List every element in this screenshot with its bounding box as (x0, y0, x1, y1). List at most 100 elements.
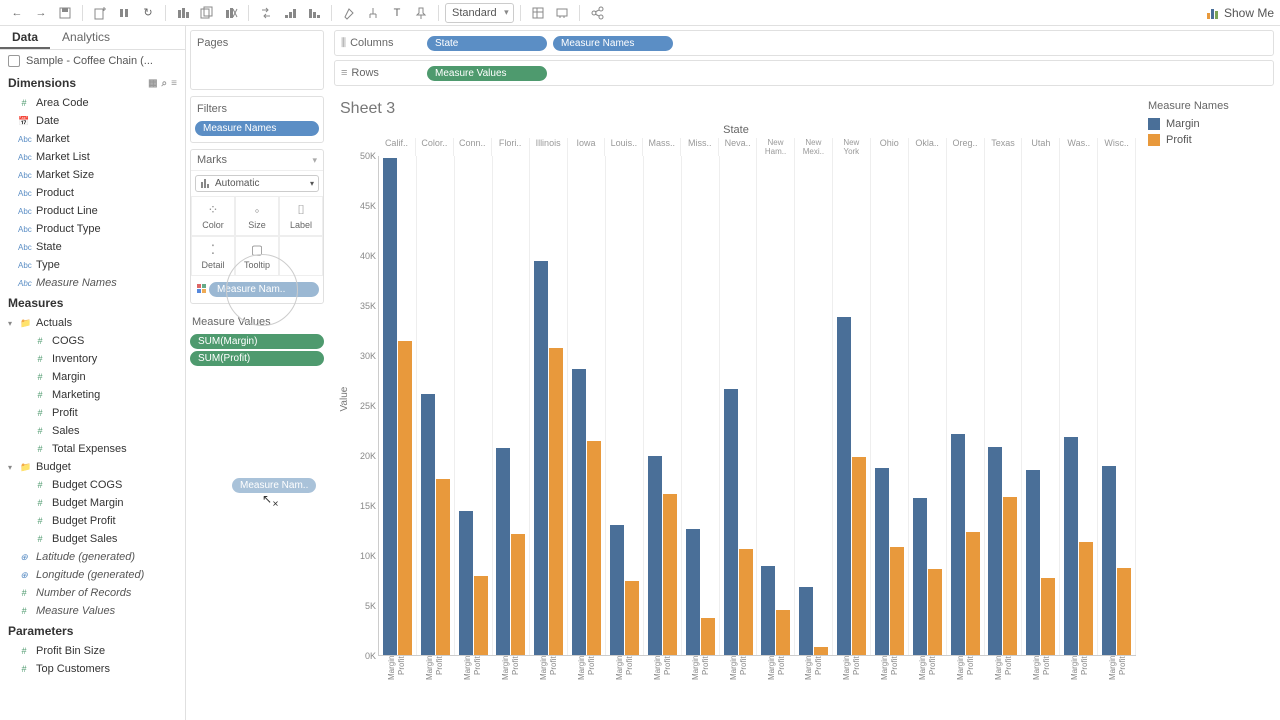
bar-margin[interactable] (572, 369, 586, 655)
legend-item[interactable]: Profit (1148, 134, 1272, 146)
generated-field[interactable]: ⊕Latitude (generated) (0, 548, 185, 566)
bar-profit[interactable] (776, 610, 790, 655)
measure-group[interactable]: ▾📁Actuals (0, 314, 185, 332)
data-tab[interactable]: Data (0, 26, 50, 49)
bar-profit[interactable] (511, 534, 525, 655)
bar-margin[interactable] (724, 389, 738, 655)
dimension-field[interactable]: AbcProduct Line (0, 202, 185, 220)
measure-field[interactable]: #Budget COGS (0, 476, 185, 494)
sheet-title[interactable]: Sheet 3 (336, 98, 1136, 124)
pause-button[interactable] (113, 2, 135, 24)
mv-pill[interactable]: SUM(Margin) (190, 334, 324, 349)
datasource-item[interactable]: Sample - Coffee Chain (... (0, 50, 185, 72)
bar-margin[interactable] (913, 498, 927, 655)
new-datasource-button[interactable] (89, 2, 111, 24)
bar-profit[interactable] (1079, 542, 1093, 655)
dimension-field[interactable]: AbcProduct (0, 184, 185, 202)
bar-profit[interactable] (549, 348, 563, 655)
bar-profit[interactable] (928, 569, 942, 655)
measure-field[interactable]: #Sales (0, 422, 185, 440)
bar-margin[interactable] (761, 566, 775, 655)
pages-shelf[interactable]: Pages (190, 30, 324, 90)
clear-sheet-button[interactable] (220, 2, 242, 24)
bar-margin[interactable] (686, 529, 700, 655)
bar-margin[interactable] (610, 525, 624, 655)
measure-field[interactable]: #COGS (0, 332, 185, 350)
bar-margin[interactable] (988, 447, 1002, 655)
sort-asc-button[interactable] (279, 2, 301, 24)
bar-margin[interactable] (951, 434, 965, 655)
show-me-button[interactable]: Show Me (1206, 6, 1274, 20)
bar-profit[interactable] (701, 618, 715, 655)
bar-profit[interactable] (398, 341, 412, 655)
bar-margin[interactable] (648, 456, 662, 655)
mark-color-pill[interactable]: Measure Nam.. (209, 282, 319, 297)
parameter-field[interactable]: #Profit Bin Size (0, 642, 185, 660)
bar-margin[interactable] (496, 448, 510, 655)
bar-profit[interactable] (1117, 568, 1131, 655)
dimension-field[interactable]: AbcType (0, 256, 185, 274)
measure-field[interactable]: #Total Expenses (0, 440, 185, 458)
bar-profit[interactable] (663, 494, 677, 655)
bar-margin[interactable] (1102, 466, 1116, 655)
plot-area[interactable] (378, 156, 1136, 656)
columns-pill[interactable]: State (427, 36, 547, 51)
bar-margin[interactable] (459, 511, 473, 655)
dimension-field[interactable]: AbcProduct Type (0, 220, 185, 238)
bar-margin[interactable] (421, 394, 435, 655)
measure-field[interactable]: #Inventory (0, 350, 185, 368)
bar-profit[interactable] (852, 457, 866, 655)
measure-values-shelf[interactable]: Measure Values SUM(Margin) SUM(Profit) (190, 314, 324, 368)
mark-label-button[interactable]: ⌷Label (279, 196, 323, 236)
bar-profit[interactable] (436, 479, 450, 655)
analytics-tab[interactable]: Analytics (50, 26, 122, 49)
dimension-field[interactable]: AbcMarket (0, 130, 185, 148)
generated-field[interactable]: ⊕Longitude (generated) (0, 566, 185, 584)
view-icon[interactable]: ▦ (148, 78, 157, 89)
mv-pill[interactable]: SUM(Profit) (190, 351, 324, 366)
columns-pill[interactable]: Measure Names (553, 36, 673, 51)
new-sheet-button[interactable] (172, 2, 194, 24)
dimension-field[interactable]: AbcMeasure Names (0, 274, 185, 292)
measure-field[interactable]: #Profit (0, 404, 185, 422)
bar-profit[interactable] (625, 581, 639, 655)
measure-group[interactable]: ▾📁Budget (0, 458, 185, 476)
highlight-button[interactable] (338, 2, 360, 24)
bar-margin[interactable] (837, 317, 851, 655)
cards-button[interactable] (527, 2, 549, 24)
generated-field[interactable]: #Number of Records (0, 584, 185, 602)
menu-icon[interactable]: ≡ (171, 78, 177, 89)
generated-field[interactable]: #Measure Values (0, 602, 185, 620)
mark-color-button[interactable]: ⁘Color (191, 196, 235, 236)
measure-field[interactable]: #Budget Profit (0, 512, 185, 530)
bar-margin[interactable] (1026, 470, 1040, 655)
bar-margin[interactable] (875, 468, 889, 655)
group-button[interactable] (362, 2, 384, 24)
pin-button[interactable] (410, 2, 432, 24)
dimension-field[interactable]: 📅Date (0, 112, 185, 130)
mark-type-select[interactable]: Automatic (195, 175, 319, 192)
back-button[interactable]: ← (6, 2, 28, 24)
search-icon[interactable]: ⌕ (162, 78, 168, 89)
measure-field[interactable]: #Margin (0, 368, 185, 386)
sort-desc-button[interactable] (303, 2, 325, 24)
columns-shelf[interactable]: ⫼Columns State Measure Names (334, 30, 1274, 56)
dimension-field[interactable]: AbcMarket Size (0, 166, 185, 184)
measure-field[interactable]: #Budget Margin (0, 494, 185, 512)
measure-field[interactable]: #Marketing (0, 386, 185, 404)
bar-margin[interactable] (1064, 437, 1078, 655)
dimension-field[interactable]: AbcState (0, 238, 185, 256)
bar-profit[interactable] (474, 576, 488, 655)
measure-field[interactable]: #Budget Sales (0, 530, 185, 548)
bar-profit[interactable] (739, 549, 753, 655)
filters-shelf[interactable]: Filters Measure Names (190, 96, 324, 143)
fit-select[interactable]: Standard (445, 3, 514, 23)
bar-margin[interactable] (383, 158, 397, 655)
bar-margin[interactable] (534, 261, 548, 655)
forward-button[interactable]: → (30, 2, 52, 24)
bar-profit[interactable] (890, 547, 904, 655)
bar-margin[interactable] (799, 587, 813, 655)
filter-pill[interactable]: Measure Names (195, 121, 319, 136)
presentation-button[interactable] (551, 2, 573, 24)
bar-profit[interactable] (814, 647, 828, 655)
